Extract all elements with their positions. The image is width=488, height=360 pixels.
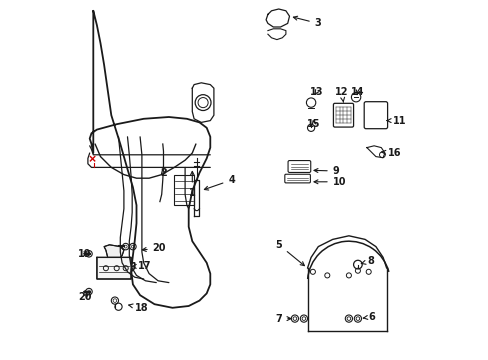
Text: 1: 1 (188, 171, 195, 198)
Text: 16: 16 (381, 148, 401, 158)
Text: 2: 2 (160, 168, 166, 178)
Text: 3: 3 (293, 16, 321, 28)
Polygon shape (104, 245, 123, 257)
Text: 14: 14 (350, 87, 364, 97)
Text: 12: 12 (334, 87, 348, 102)
Text: 11: 11 (386, 116, 406, 126)
Text: 8: 8 (361, 256, 373, 266)
Text: 17: 17 (132, 261, 151, 271)
Text: 9: 9 (313, 166, 339, 176)
Text: 15: 15 (306, 119, 320, 129)
Polygon shape (97, 257, 134, 279)
Text: 18: 18 (128, 303, 148, 313)
Text: 19: 19 (78, 249, 91, 259)
Text: 7: 7 (275, 314, 290, 324)
Text: 20: 20 (142, 243, 166, 253)
Text: 6: 6 (362, 312, 375, 322)
Text: 5: 5 (275, 240, 304, 266)
Text: 20: 20 (78, 292, 91, 302)
Text: 10: 10 (313, 177, 346, 187)
Text: 4: 4 (204, 175, 235, 190)
Text: 13: 13 (309, 87, 323, 97)
